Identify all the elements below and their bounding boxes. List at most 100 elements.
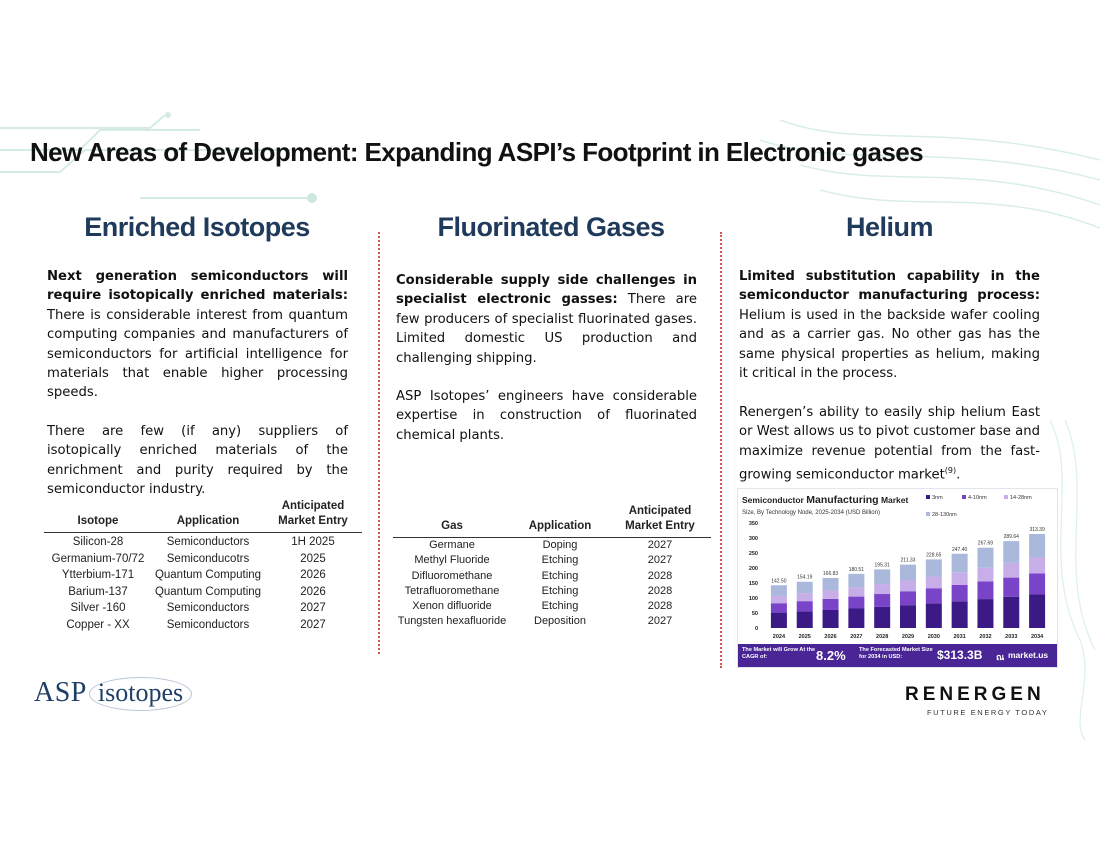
- table-row: Ytterbium-171 Quantum Computing 2026: [44, 567, 362, 584]
- forecast-value: $313.3B: [937, 648, 983, 662]
- bar-segment: [796, 593, 813, 602]
- bar-segment: [899, 564, 917, 581]
- bar-segment: [770, 595, 787, 604]
- chart-bars: 142.50 154.19 166.83 180.51 195.31 211.33 228.…: [770, 527, 1046, 628]
- semiconductor-market-chart: Semiconductor Manufacturing Market Size,…: [737, 488, 1058, 668]
- table-cell: 2028: [647, 569, 673, 582]
- table-cell: Semiconductors: [166, 536, 250, 548]
- table-row: Tetrafluoromethane Etching 2028: [393, 584, 711, 599]
- slide-title: New Areas of Development: Expanding ASPI…: [30, 137, 924, 167]
- table-cell: 2026: [300, 569, 326, 581]
- table-cell: Difluoromethane: [411, 569, 493, 582]
- table-cell: Etching: [541, 600, 579, 613]
- bar-segment: [770, 585, 787, 596]
- bar-segment: [977, 567, 994, 582]
- helium-paragraph-2: Renergen’s ability to easily ship helium…: [739, 403, 1040, 485]
- x-tick-label: 2033: [1005, 634, 1017, 640]
- bar-total-label: 166.83: [823, 571, 839, 577]
- table-cell: 2025: [300, 552, 326, 565]
- chart-title-part: Manufacturing: [806, 494, 878, 506]
- table-cell: Etching: [541, 584, 579, 597]
- renergen-wordmark: RENERGEN: [905, 684, 1045, 705]
- x-tick-label: 2028: [876, 634, 888, 640]
- bar-total-label: 154.19: [797, 575, 813, 581]
- chart-svg: Semiconductor Manufacturing Market Size,…: [742, 494, 1046, 640]
- bar-total-label: 247.40: [952, 547, 968, 553]
- bar-segment: [925, 559, 942, 577]
- bar-segment: [1003, 562, 1020, 578]
- chart-legend: 3nm 4-10nm 14-28nm 28-130nm: [926, 495, 1032, 518]
- legend-swatch: [926, 512, 930, 516]
- table-header-row: Isotope Application Anticipated Market E…: [44, 499, 362, 533]
- y-tick-label: 50: [752, 611, 758, 617]
- table-cell: Silver -160: [70, 602, 126, 614]
- legend-label: 3nm: [932, 495, 943, 501]
- table-row: Xenon difluoride Etching 2028: [393, 599, 711, 614]
- bar-segment: [822, 598, 839, 610]
- table-header-cell: Application: [511, 504, 609, 538]
- bar-segment: [951, 601, 968, 628]
- y-tick-label: 100: [749, 596, 758, 602]
- table-row: Silver -160 Semiconductors 2027: [44, 600, 362, 617]
- table-cell: 2027: [647, 554, 673, 567]
- bar-total-label: 267.69: [978, 541, 994, 547]
- table-row: Difluoromethane Etching 2028: [393, 569, 711, 584]
- legend-label: 28-130nm: [932, 512, 957, 518]
- bar-segment: [977, 581, 994, 600]
- bar-segment: [899, 605, 917, 628]
- table-cell: Xenon difluoride: [412, 600, 492, 613]
- table-cell: 2027: [300, 602, 326, 614]
- table-header-cell: Application: [152, 499, 264, 533]
- footnote-reference: (9): [944, 466, 957, 476]
- bar-segment: [822, 577, 839, 591]
- x-tick-label: 2026: [824, 634, 836, 640]
- bar-segment: [925, 588, 942, 604]
- table-cell: Tungsten hexafluoride: [397, 615, 507, 628]
- table-cell: Silicon-28: [72, 536, 124, 548]
- y-tick-label: 0: [755, 626, 758, 632]
- heading-enriched-isotopes: Enriched Isotopes: [84, 212, 310, 242]
- table-cell: 2027: [647, 615, 673, 628]
- helium-lead-bold: Limited substitution capability in the s…: [739, 269, 1040, 304]
- table-cell: Semiconducotrs: [166, 552, 250, 565]
- bar-total-label: 313.39: [1029, 527, 1045, 533]
- chart-title: Semiconductor Manufacturing Market: [742, 494, 909, 506]
- bar-segment: [874, 594, 891, 607]
- asp-logo-sub: isotopes: [88, 677, 193, 711]
- fluorinated-lead-rest: There are few producers of specialist fl…: [396, 292, 697, 366]
- column-divider: [720, 232, 722, 668]
- isotopes-lead-rest: There is considerable interest from quan…: [47, 307, 348, 401]
- legend-swatch: [1004, 495, 1008, 499]
- table-cell: 2028: [647, 584, 673, 597]
- renergen-tagline: FUTURE ENERGY TODAY: [927, 708, 1049, 717]
- helium-lead-rest: Helium is used in the backside wafer coo…: [739, 307, 1040, 382]
- bar-segment: [874, 606, 891, 628]
- x-tick-label: 2034: [1031, 634, 1044, 640]
- chart-title-part: Market: [879, 495, 909, 505]
- table-cell: Deposition: [534, 615, 586, 628]
- table-cell: Germanium-70/72: [51, 552, 145, 565]
- heading-fluorinated-gases: Fluorinated Gases: [437, 212, 665, 242]
- bar-segment: [1029, 533, 1046, 558]
- table-row: Silicon-28 Semiconductors 1H 2025: [44, 533, 362, 551]
- x-tick-label: 2027: [850, 634, 862, 640]
- bar-segment: [1029, 594, 1046, 628]
- bar-segment: [899, 580, 917, 592]
- bar-segment: [1003, 541, 1020, 563]
- fluorinated-paragraph-2: ASP Isotopes’ engineers have considerabl…: [396, 389, 697, 443]
- bar-total-label: 228.65: [926, 552, 942, 558]
- table-cell: 2027: [300, 618, 326, 631]
- x-tick-label: 2031: [954, 634, 966, 640]
- bar-segment: [951, 553, 968, 573]
- bar-segment: [951, 584, 968, 602]
- table-header-cell: Anticipated Market Entry: [609, 504, 711, 538]
- column-divider: [378, 232, 380, 654]
- table-cell: 1H 2025: [291, 536, 335, 548]
- helium-paragraph-1: Limited substitution capability in the s…: [739, 267, 1040, 383]
- heading-helium: Helium: [845, 212, 934, 242]
- asp-isotopes-logo: ASP isotopes: [34, 677, 193, 711]
- table-cell: Tetrafluoromethane: [404, 584, 500, 597]
- table-row: Germanium-70/72 Semiconducotrs 2025: [44, 551, 362, 568]
- forecast-label: The Forecasted Market Size for 2034 in U…: [859, 647, 933, 660]
- bar-segment: [925, 576, 942, 589]
